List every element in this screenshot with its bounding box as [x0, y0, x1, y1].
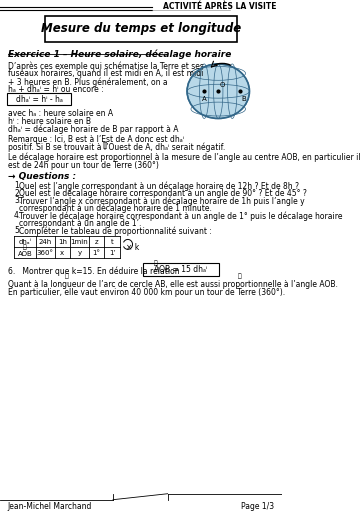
- Text: 5.: 5.: [14, 226, 21, 235]
- Text: z: z: [95, 239, 98, 245]
- Text: A: A: [202, 96, 207, 102]
- Text: AOB = 15 dhₐⁱ: AOB = 15 dhₐⁱ: [154, 265, 207, 274]
- Text: ⌢: ⌢: [65, 273, 69, 279]
- Text: correspondant à un angle de 1’.: correspondant à un angle de 1’.: [19, 219, 141, 228]
- Text: fuseaux horaires, quand il est midi en A, il est midi: fuseaux horaires, quand il est midi en A…: [8, 70, 203, 78]
- Text: 24h: 24h: [39, 239, 52, 245]
- Text: ⌢: ⌢: [237, 273, 241, 279]
- Text: O: O: [220, 82, 225, 88]
- Text: ⌢: ⌢: [23, 244, 27, 250]
- Text: t: t: [111, 239, 114, 245]
- Text: 1.: 1.: [14, 181, 21, 190]
- Text: dhₐⁱ: dhₐⁱ: [18, 239, 31, 245]
- Ellipse shape: [187, 64, 249, 118]
- Text: En particulier, elle vaut environ 40 000 km pour un tour de Terre (360°).: En particulier, elle vaut environ 40 000…: [8, 288, 285, 297]
- Text: Compléter le tableau de proportionnalité suivant :: Compléter le tableau de proportionnalité…: [19, 226, 211, 236]
- Text: AOB: AOB: [18, 251, 32, 257]
- Text: × k: × k: [126, 243, 139, 252]
- Text: est de 24h pour un tour de Terre (360°): est de 24h pour un tour de Terre (360°): [8, 161, 159, 169]
- Text: hⁱ : heure solaire en B: hⁱ : heure solaire en B: [8, 117, 91, 126]
- Text: 1min: 1min: [71, 239, 88, 245]
- Text: hₐ + dhₐⁱ = hⁱ ou encore :: hₐ + dhₐⁱ = hⁱ ou encore :: [8, 86, 104, 94]
- Text: Trouver l’angle x correspondant à un décalage horaire de 1h puis l’angle y: Trouver l’angle x correspondant à un déc…: [19, 196, 304, 206]
- Text: y: y: [77, 250, 81, 256]
- FancyBboxPatch shape: [45, 16, 237, 41]
- Text: ACTIVITÉ APRÈS LA VISITE: ACTIVITÉ APRÈS LA VISITE: [163, 2, 277, 11]
- Text: 1’: 1’: [109, 250, 115, 256]
- Text: Quel est le décalage horaire correspondant à un angle de 90° ? Et de 45° ?: Quel est le décalage horaire corresponda…: [19, 189, 307, 198]
- FancyBboxPatch shape: [7, 93, 71, 105]
- Text: 1°: 1°: [93, 250, 101, 256]
- Text: 360°: 360°: [37, 250, 54, 256]
- Text: + 3 heures en B. Plus généralement, on a: + 3 heures en B. Plus généralement, on a: [8, 77, 167, 87]
- Text: Quel est l’angle correspondant à un décalage horaire de 12h ? Et de 8h ?: Quel est l’angle correspondant à un déca…: [19, 181, 299, 191]
- FancyBboxPatch shape: [143, 263, 219, 276]
- Text: dhₐⁱ = hⁱ - hₐ: dhₐⁱ = hⁱ - hₐ: [16, 95, 62, 103]
- Text: B: B: [242, 96, 247, 102]
- Text: 2.: 2.: [14, 189, 21, 198]
- Text: Quant à la longueur de l’arc de cercle AB, elle est aussi proportionnelle à l’an: Quant à la longueur de l’arc de cercle A…: [8, 280, 338, 289]
- Text: avec hₐ : heure solaire en A: avec hₐ : heure solaire en A: [8, 109, 113, 118]
- Text: 3.: 3.: [14, 196, 21, 205]
- Text: 6.   Montrer que k=15. En déduire la relation: 6. Montrer que k=15. En déduire la relat…: [8, 266, 180, 275]
- Text: Page 1/3: Page 1/3: [241, 502, 274, 510]
- Text: Mesure du temps et longitude: Mesure du temps et longitude: [41, 22, 241, 35]
- Text: Jean-Michel Marchand: Jean-Michel Marchand: [8, 502, 92, 510]
- Text: dhₐⁱ = décalage horaire de B par rapport à A: dhₐⁱ = décalage horaire de B par rapport…: [8, 125, 178, 135]
- Text: 1h: 1h: [58, 239, 67, 245]
- Text: Le décalage horaire est proportionnel à la mesure de l’angle au centre AOB, en p: Le décalage horaire est proportionnel à …: [8, 153, 361, 162]
- Text: Exercice 1 – Heure solaire, décalage horaire: Exercice 1 – Heure solaire, décalage hor…: [8, 50, 231, 59]
- Text: ⌢: ⌢: [153, 261, 157, 266]
- Text: x: x: [60, 250, 64, 256]
- Text: 4.: 4.: [14, 211, 21, 220]
- Text: positif. Si B se trouvait à l’Ouest de A, dhₐⁱ serait négatif.: positif. Si B se trouvait à l’Ouest de A…: [8, 143, 225, 152]
- Text: correspondant à un décalage horaire de 1 minute.: correspondant à un décalage horaire de 1…: [19, 204, 211, 213]
- Text: → Questions :: → Questions :: [8, 172, 76, 181]
- Text: Remarque : Ici, B est à l’Est de A donc est dhₐⁱ: Remarque : Ici, B est à l’Est de A donc …: [8, 135, 184, 144]
- Text: ⌢: ⌢: [103, 141, 108, 148]
- Text: Trouver le décalage horaire correspondant à un angle de 1° puis le décalage hora: Trouver le décalage horaire correspondan…: [19, 211, 342, 221]
- Text: D’après ces exemple qui schématise la Terre et ses: D’après ces exemple qui schématise la Te…: [8, 61, 204, 71]
